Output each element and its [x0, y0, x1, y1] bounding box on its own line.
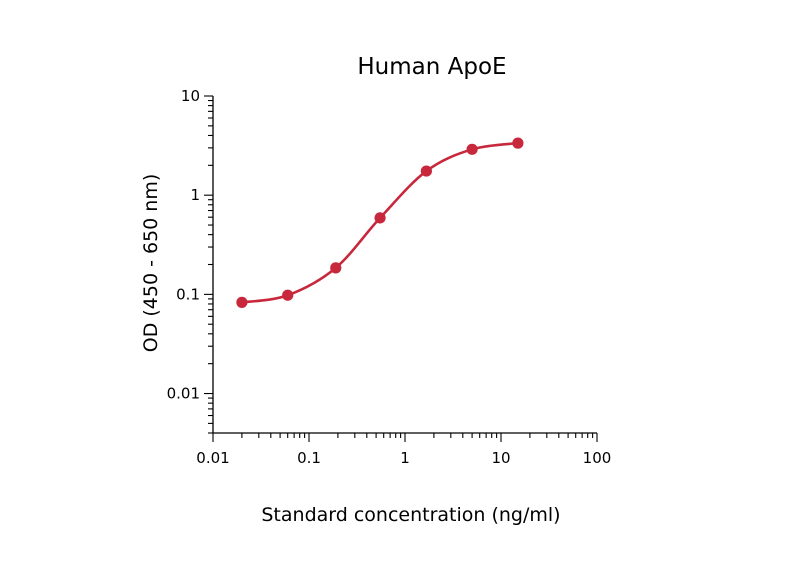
data-point	[420, 165, 432, 177]
x-tick-label: 10	[491, 449, 510, 467]
x-tick-label: 0.1	[297, 449, 321, 467]
data-point	[282, 289, 294, 301]
x-tick-label: 100	[583, 449, 612, 467]
axes: 0.01 0.1 1 10 0.01 0.1 1 10 100	[167, 87, 612, 467]
data-point	[466, 143, 478, 155]
data-point	[330, 262, 342, 274]
y-tick-label: 0.01	[167, 385, 200, 403]
data-points	[236, 137, 524, 308]
y-tick-label: 1	[190, 186, 200, 204]
y-tick-label: 0.1	[176, 285, 200, 303]
x-tick-label: 1	[400, 449, 410, 467]
x-tick-label: 0.01	[196, 449, 229, 467]
y-tick-label: 10	[181, 87, 200, 105]
y-axis-label: OD (450 - 650 nm)	[140, 174, 162, 353]
data-point	[512, 137, 524, 149]
x-axis-label: Standard concentration (ng/ml)	[261, 504, 560, 526]
data-point	[236, 296, 248, 308]
chart-title: Human ApoE	[357, 54, 506, 80]
data-point	[374, 212, 386, 224]
